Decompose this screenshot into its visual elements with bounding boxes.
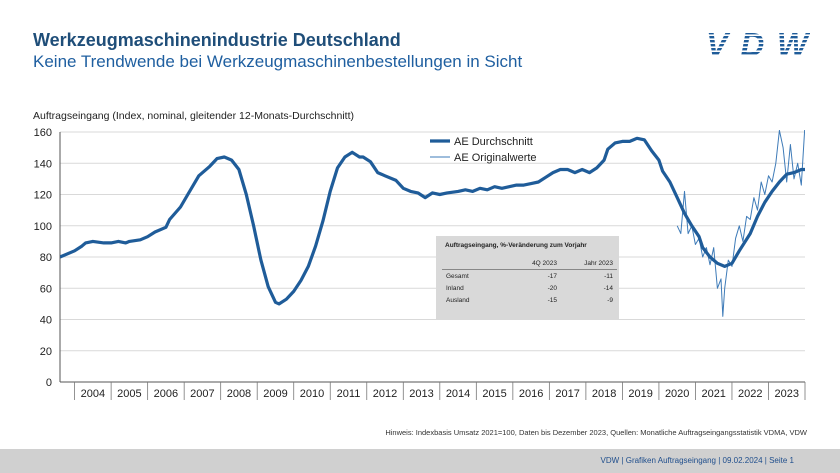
stats-box: Auftragseingang, %-Veränderung zum Vorja… <box>436 236 619 319</box>
page-subtitle: Keine Trendwende bei Werkzeugmaschinenbe… <box>33 52 523 71</box>
y-tick-label: 40 <box>40 315 52 327</box>
y-axis-label: Auftragseingang (Index, nominal, gleiten… <box>33 110 355 122</box>
row-year: -11 <box>604 273 613 280</box>
x-tick-label: 2007 <box>190 388 214 400</box>
vdw-logo: VDW <box>706 28 810 60</box>
y-tick-label: 80 <box>40 252 52 264</box>
x-tick-label: 2004 <box>81 388 105 400</box>
row-year: -9 <box>607 297 613 304</box>
y-tick-label: 60 <box>40 283 52 295</box>
y-tick-label: 160 <box>34 127 52 139</box>
stats-table: 4Q 2023 Jahr 2023 Gesamt -17 -11 Inland … <box>442 260 617 306</box>
line-chart: 0 20 40 60 80 100 120 140 160 2004 2005 2006 2007 200… <box>34 127 806 400</box>
x-tick-label: 2005 <box>117 388 141 400</box>
page-title: Werkzeugmaschinenindustrie Deutschland <box>33 30 401 50</box>
x-tick-label: 2022 <box>738 388 762 400</box>
footnote: Hinweis: Indexbasis Umsatz 2021=100, Dat… <box>385 428 807 437</box>
x-tick-label: 2017 <box>555 388 579 400</box>
y-tick-label: 20 <box>40 346 52 358</box>
row-year: -14 <box>603 285 613 292</box>
footer-bar: VDW | Grafiken Auftragseingang | 09.02.2… <box>0 449 840 473</box>
x-tick-label: 2019 <box>628 388 652 400</box>
table-row: Inland -20 -14 <box>442 282 617 294</box>
x-tick-label: 2020 <box>665 388 689 400</box>
row-q4: -17 <box>547 273 557 280</box>
series-line-original <box>676 130 805 317</box>
y-tick-label: 0 <box>46 377 52 389</box>
table-row: Gesamt -17 -11 <box>442 270 617 283</box>
legend-label-original: AE Originalwerte <box>454 152 537 164</box>
x-tick-label: 2023 <box>774 388 798 400</box>
stats-col-q4: 4Q 2023 <box>498 260 561 270</box>
svg-text:VDW: VDW <box>706 28 810 60</box>
x-tick-label: 2010 <box>300 388 324 400</box>
table-row: Ausland -15 -9 <box>442 294 617 306</box>
stats-title: Auftragseingang, %-Veränderung zum Vorja… <box>445 242 587 249</box>
row-label: Inland <box>446 285 464 292</box>
x-tick-label: 2013 <box>409 388 433 400</box>
x-tick-label: 2012 <box>373 388 397 400</box>
x-tick-label: 2009 <box>263 388 287 400</box>
y-tick-label: 140 <box>34 158 52 170</box>
row-label: Ausland <box>446 297 470 304</box>
stats-col-label <box>442 260 498 270</box>
x-tick-label: 2015 <box>482 388 506 400</box>
legend-label-average: AE Durchschnitt <box>454 136 533 148</box>
row-q4: -15 <box>547 297 557 304</box>
x-tick-label: 2018 <box>592 388 616 400</box>
row-q4: -20 <box>547 285 557 292</box>
series-line-average <box>60 136 805 306</box>
x-tick-label: 2011 <box>337 388 361 400</box>
stats-col-year: Jahr 2023 <box>561 260 617 270</box>
y-tick-label: 120 <box>34 190 52 202</box>
x-tick-label: 2016 <box>519 388 543 400</box>
footer-text: VDW | Grafiken Auftragseingang | 09.02.2… <box>600 456 794 465</box>
x-tick-label: 2006 <box>154 388 178 400</box>
y-tick-label: 100 <box>34 221 52 233</box>
x-tick-label: 2021 <box>701 388 725 400</box>
row-label: Gesamt <box>446 273 469 280</box>
x-tick-label: 2008 <box>227 388 251 400</box>
x-tick-label: 2014 <box>446 388 470 400</box>
